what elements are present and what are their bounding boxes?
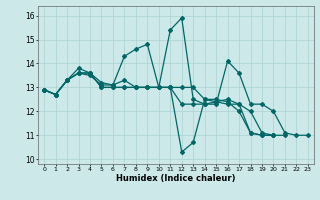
X-axis label: Humidex (Indice chaleur): Humidex (Indice chaleur) [116, 174, 236, 183]
